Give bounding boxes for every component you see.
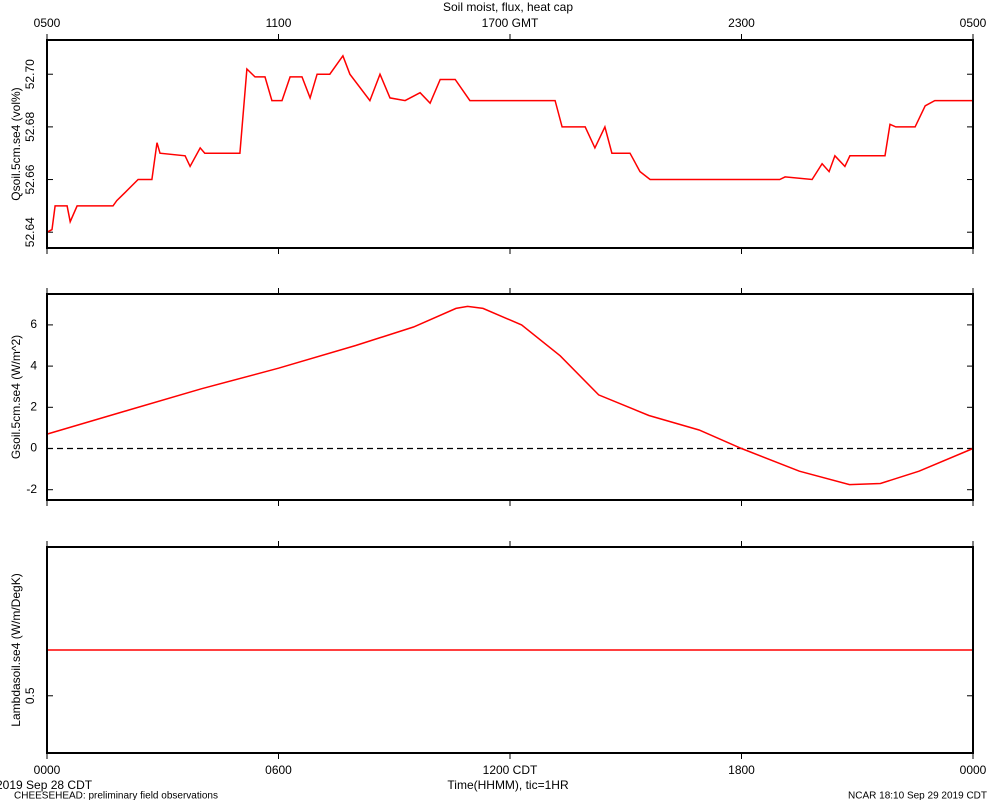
- x-tick-label: 0600: [265, 763, 292, 777]
- y-tick-label: 0: [30, 441, 37, 455]
- x2-tick-label: 0500: [34, 16, 61, 30]
- y-tick-label: 4: [30, 358, 37, 372]
- x2-tick-label: 2300: [728, 16, 755, 30]
- y-tick-label: 0.5: [23, 687, 37, 704]
- x2-tick-label: 1100: [266, 16, 292, 30]
- y-axis-label: Gsoil.5cm.se4 (W/m^2): [9, 335, 23, 459]
- plot-frame: [46, 293, 974, 501]
- data-line: [46, 305, 974, 486]
- plot-frame: [46, 39, 974, 249]
- x2-tick-label: 1700 GMT: [482, 16, 539, 30]
- x-axis-label: Time(HHMM), tic=1HR: [447, 778, 569, 792]
- y-tick-label: 52.66: [23, 164, 37, 194]
- x2-tick-label: 0500: [960, 16, 987, 30]
- data-line: [46, 54, 973, 233]
- x-tick-label: 0000: [34, 763, 61, 777]
- y-tick-label: -2: [26, 482, 37, 496]
- x-tick-label: 1800: [728, 763, 755, 777]
- footer-left: CHEESEHEAD: preliminary field observatio…: [14, 791, 218, 800]
- y-tick-label: 52.68: [23, 112, 37, 142]
- footer-right: NCAR 18:10 Sep 29 2019 CDT: [848, 791, 987, 800]
- y-tick-label: 52.70: [23, 59, 37, 89]
- y-tick-label: 2: [30, 399, 37, 413]
- y-tick-label: 6: [30, 317, 37, 331]
- y-axis-label: Lambdasoil.se4 (W/m/DegK): [9, 573, 23, 726]
- x-tick-label: 0000: [960, 763, 987, 777]
- x-tick-label: 1200 CDT: [483, 763, 538, 777]
- y-axis-label: Qsoil.5cm.se4 (vol%): [9, 87, 23, 200]
- y-tick-label: 52.64: [23, 217, 37, 247]
- date-label: 2019 Sep 28 CDT: [0, 778, 93, 792]
- chart-title: Soil moist, flux, heat cap: [443, 0, 573, 14]
- plot-frame: [46, 546, 974, 754]
